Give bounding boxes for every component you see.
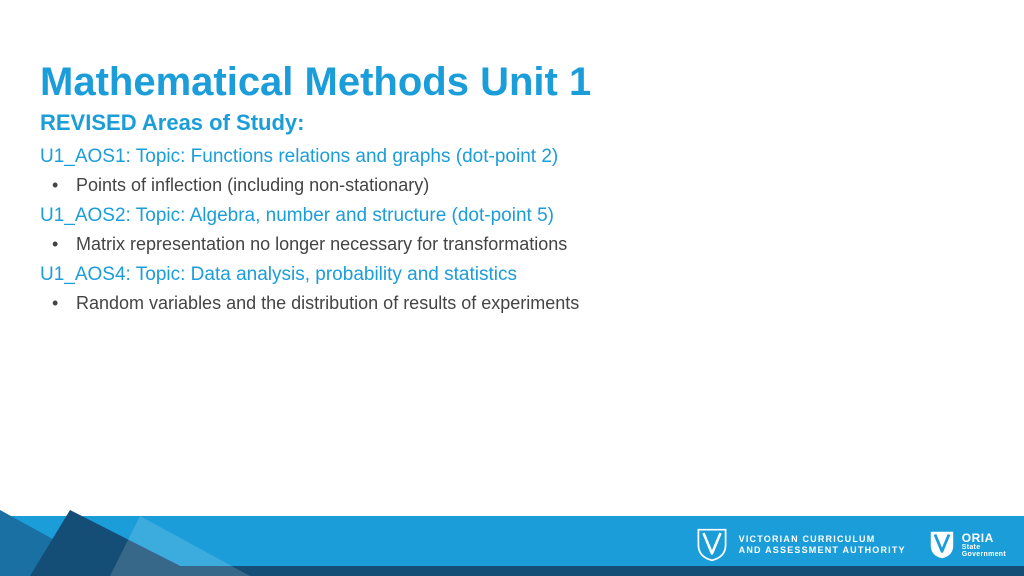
topic-heading: U1_AOS2: Topic: Algebra, number and stru… bbox=[40, 205, 984, 227]
section-3: U1_AOS4: Topic: Data analysis, probabili… bbox=[40, 264, 984, 317]
bullet-item: Random variables and the distribution of… bbox=[48, 290, 984, 317]
victoria-text: ORIA State Government bbox=[962, 532, 1006, 558]
vcaa-line1: VICTORIAN CURRICULUM bbox=[739, 534, 906, 545]
section-1: U1_AOS1: Topic: Functions relations and … bbox=[40, 146, 984, 199]
slide-title: Mathematical Methods Unit 1 bbox=[40, 60, 984, 104]
footer-bar: VICTORIAN CURRICULUM AND ASSESSMENT AUTH… bbox=[0, 510, 1024, 576]
victoria-small1: State bbox=[962, 544, 1006, 551]
victoria-big: ORIA bbox=[962, 532, 1006, 544]
shield-icon bbox=[928, 530, 956, 560]
vcaa-logo: VICTORIAN CURRICULUM AND ASSESSMENT AUTH… bbox=[695, 528, 906, 562]
vcaa-line2: AND ASSESSMENT AUTHORITY bbox=[739, 545, 906, 556]
content-area: Mathematical Methods Unit 1 REVISED Area… bbox=[0, 0, 1024, 317]
footer-logos: VICTORIAN CURRICULUM AND ASSESSMENT AUTH… bbox=[695, 528, 1006, 562]
bullet-list: Points of inflection (including non-stat… bbox=[40, 172, 984, 199]
shield-icon bbox=[695, 528, 729, 562]
bullet-item: Matrix representation no longer necessar… bbox=[48, 231, 984, 258]
bullet-list: Random variables and the distribution of… bbox=[40, 290, 984, 317]
bullet-list: Matrix representation no longer necessar… bbox=[40, 231, 984, 258]
victoria-small2: Government bbox=[962, 551, 1006, 558]
victoria-logo: ORIA State Government bbox=[928, 530, 1006, 560]
slide: Mathematical Methods Unit 1 REVISED Area… bbox=[0, 0, 1024, 576]
footer-triangle bbox=[110, 516, 250, 576]
topic-heading: U1_AOS1: Topic: Functions relations and … bbox=[40, 146, 984, 168]
topic-heading: U1_AOS4: Topic: Data analysis, probabili… bbox=[40, 264, 984, 286]
vcaa-text: VICTORIAN CURRICULUM AND ASSESSMENT AUTH… bbox=[739, 534, 906, 557]
bullet-item: Points of inflection (including non-stat… bbox=[48, 172, 984, 199]
slide-subtitle: REVISED Areas of Study: bbox=[40, 110, 984, 136]
section-2: U1_AOS2: Topic: Algebra, number and stru… bbox=[40, 205, 984, 258]
